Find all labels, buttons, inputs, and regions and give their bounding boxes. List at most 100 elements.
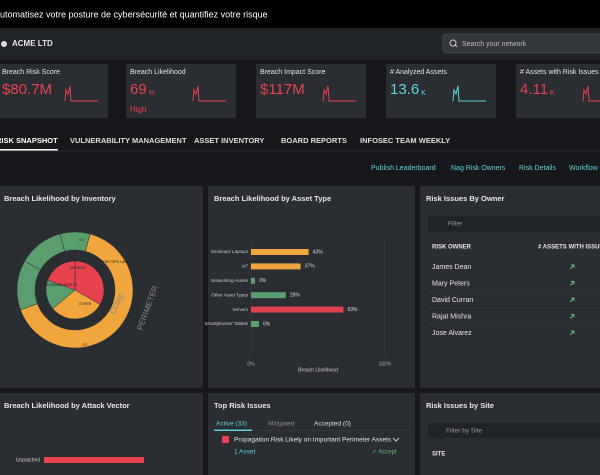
trend-icon: [569, 297, 575, 303]
filter-box[interactable]: [428, 423, 600, 438]
segment-label: NETWORKING ASSETS: [39, 283, 78, 287]
kpi-unit: %: [149, 90, 155, 97]
filter-placeholder: Filter: [448, 221, 463, 228]
kpi-sparkline: [582, 85, 600, 102]
owner-name: Mary Peters: [432, 280, 470, 287]
tab-underline: [0, 149, 58, 151]
kpi-card: [516, 64, 600, 118]
y-tick-label: IoT: [241, 264, 248, 269]
kpi-value: $117M: [260, 81, 305, 98]
column-header: SITE: [432, 452, 445, 458]
search-placeholder: Search your network: [462, 41, 527, 48]
segment-label: IoT: [79, 238, 85, 242]
kpi-card: [386, 64, 496, 118]
x-axis-label: Breach Likelihood: [298, 367, 338, 373]
kpi-unit: K: [550, 90, 555, 97]
column-header: # ASSETS WITH ISSUES: [538, 245, 600, 251]
nav-tab[interactable]: ASSET INVENTORY: [194, 136, 264, 145]
risk-tab[interactable]: Accepted (0): [314, 421, 351, 428]
nav-tab[interactable]: VULNERABILITY MANAGEMENT: [70, 136, 187, 145]
search-icon: [454, 44, 458, 48]
action-link[interactable]: Risk Details: [519, 165, 556, 172]
accept-action[interactable]: ✓ Accept: [372, 450, 397, 456]
owner-name: James Dean: [432, 264, 471, 271]
chevron: [392, 437, 400, 442]
kpi-label: Breach Risk Score: [2, 69, 60, 76]
issue-icon: [222, 436, 229, 443]
trend-icon: [569, 281, 575, 286]
donut-segment: [20, 233, 134, 349]
y-tick-label: Desktops/ Laptops: [211, 249, 249, 254]
y-tick-label: Networking Assets: [211, 278, 249, 283]
kpi-sparkline: [64, 85, 98, 102]
kpi-note: High: [130, 105, 146, 114]
kpi-value: 4.11: [520, 81, 548, 98]
nav-tab[interactable]: BOARD REPORTS: [281, 136, 347, 145]
nav-tab[interactable]: RISK SNAPSHOT: [0, 136, 58, 145]
panel-title: Breach Likelihood by Asset Type: [214, 194, 331, 203]
donut-segment: [59, 231, 91, 252]
trend-icon: [569, 264, 575, 270]
y-tick-label: Unpatched: [16, 457, 40, 463]
bar: [251, 306, 344, 313]
kpi-value: 13.6: [390, 81, 419, 98]
bar-value-label: 26%: [290, 293, 301, 299]
column-header: RISK OWNER: [432, 245, 472, 251]
risk-tab[interactable]: Mitigated: [268, 421, 295, 428]
search-box[interactable]: [442, 33, 600, 54]
bar: [251, 321, 260, 327]
kpi-sparkline: [192, 85, 226, 102]
kpi-sparkline: [322, 85, 356, 102]
filter-placeholder: Filter by Site: [446, 428, 483, 435]
nav-tab[interactable]: INFOSEC TEAM WEEKLY: [360, 136, 450, 145]
kpi-unit: K: [421, 90, 426, 97]
tab-underline: [214, 430, 410, 431]
panel-title: Risk Issues By Owner: [426, 194, 504, 203]
kpi-value: 69: [130, 81, 147, 98]
segment-label: DESKTOPS LAPTOPS: [100, 260, 137, 264]
kpi-value: $80.7M: [2, 81, 52, 98]
bar: [251, 292, 286, 299]
bar-value-label: 43%: [313, 249, 324, 255]
kpi-card: [126, 64, 236, 118]
kpi-label: # Assets with Risk Issues: [520, 69, 599, 76]
y-tick-label: Other Asset Types: [211, 292, 248, 297]
y-tick-label: Smartphones/ Tablets: [205, 321, 249, 326]
owner-name: Jose Alvarez: [432, 330, 472, 337]
owner-name: Rajat Mishra: [432, 313, 471, 320]
trend-icon: [569, 314, 575, 319]
x-tick-label: 100%: [379, 361, 392, 367]
panel-title: Top Risk Issues: [214, 401, 271, 410]
issue-title[interactable]: Propagation Risk Likely on Important Per…: [234, 437, 392, 444]
action-link[interactable]: Nag Risk Owners: [451, 165, 506, 172]
banner-text: utomatisez votre posture de cybersécurit…: [0, 9, 268, 19]
bar-value-label: 3%: [259, 278, 267, 284]
kpi-card: [256, 64, 366, 118]
action-link[interactable]: Publish Leaderboard: [371, 165, 436, 172]
search-icon: [449, 39, 457, 47]
risk-tab[interactable]: Active (33): [216, 421, 247, 428]
bar: [44, 457, 144, 463]
segment-label: OTHER: [79, 302, 92, 306]
y-tick-label: Servers: [232, 307, 248, 312]
filter-box[interactable]: [428, 216, 600, 232]
trend-icon: [569, 330, 575, 336]
panel: [208, 393, 415, 475]
segment-label: SERVERS: [70, 266, 87, 270]
tab-underline: [214, 429, 252, 431]
bar: [251, 263, 301, 270]
action-link[interactable]: Workflow: [569, 165, 599, 172]
banner-bar: [0, 0, 600, 28]
panel-title: Breach Likelihood by Inventory: [4, 194, 117, 203]
asset-count[interactable]: 1 Asset: [234, 449, 256, 456]
logo: [1, 41, 7, 47]
bar-value-label: 37%: [305, 264, 316, 270]
panel-title: Risk Issues by Site: [426, 401, 494, 410]
panel: [208, 186, 415, 388]
company-name: ACME LTD: [12, 39, 53, 48]
owner-name: David Curran: [432, 297, 473, 304]
kpi-label: Breach Impact Score: [260, 69, 325, 76]
kpi-sparkline: [452, 85, 486, 102]
donut-segment: [47, 260, 76, 291]
